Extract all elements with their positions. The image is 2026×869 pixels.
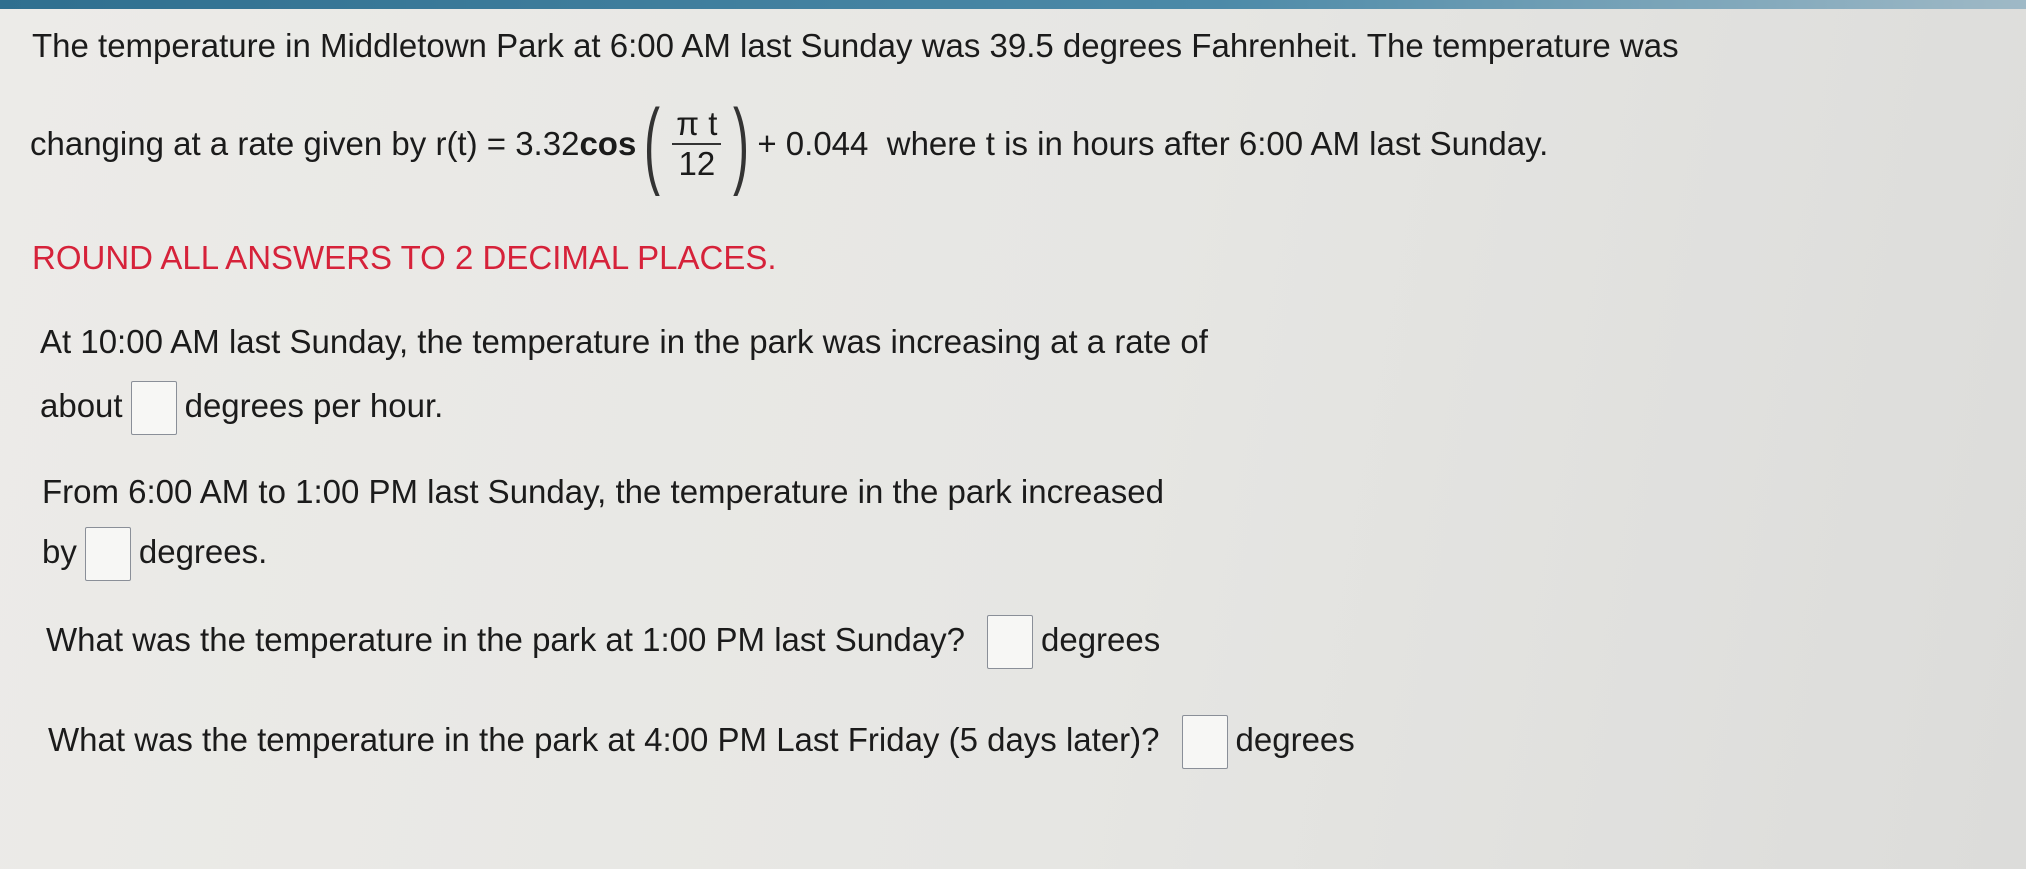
question-3-row: What was the temperature in the park at … xyxy=(46,612,1161,670)
q3-after: degrees xyxy=(1041,621,1161,658)
q1-before: about xyxy=(40,387,123,424)
problem-intro-line1: The temperature in Middletown Park at 6:… xyxy=(32,27,1679,64)
fraction-denominator: 12 xyxy=(678,145,716,182)
rounding-instruction: ROUND ALL ANSWERS TO 2 DECIMAL PLACES. xyxy=(32,239,777,276)
window-top-bar xyxy=(0,0,2026,9)
right-paren: ) xyxy=(733,90,750,197)
problem-intro-line2: changing at a rate given by r(t) = 3.32 … xyxy=(30,84,1548,204)
left-paren: ( xyxy=(644,90,661,197)
question-2-text: From 6:00 AM to 1:00 PM last Sunday, the… xyxy=(42,473,1164,510)
question-4-row: What was the temperature in the park at … xyxy=(48,712,1355,770)
formula-fraction: π t 12 xyxy=(672,105,722,183)
intro-suffix: where t is in hours after 6:00 AM last S… xyxy=(886,125,1549,162)
q2-after: degrees. xyxy=(138,533,268,570)
answer-input-3[interactable] xyxy=(987,615,1033,670)
answer-input-2[interactable] xyxy=(84,527,131,582)
answer-input-1[interactable] xyxy=(130,381,177,436)
formula-cos: cos xyxy=(579,125,637,162)
answer-input-4[interactable] xyxy=(1181,715,1228,770)
q2-before: by xyxy=(42,533,77,570)
fraction-numerator: π t xyxy=(672,105,722,145)
formula-lhs: r(t) = 3.32 xyxy=(435,125,580,162)
question-1-text: At 10:00 AM last Sunday, the temperature… xyxy=(40,323,1208,360)
q1-after: degrees per hour. xyxy=(184,387,444,424)
q3-text: What was the temperature in the park at … xyxy=(46,621,965,658)
q4-text: What was the temperature in the park at … xyxy=(48,721,1160,758)
question-1-answer-row: about degrees per hour. xyxy=(40,378,444,436)
question-2-answer-row: by degrees. xyxy=(42,524,268,582)
intro-text: changing at a rate given by xyxy=(30,125,427,162)
q4-after: degrees xyxy=(1235,721,1355,758)
formula-constant: + 0.044 xyxy=(757,125,869,162)
